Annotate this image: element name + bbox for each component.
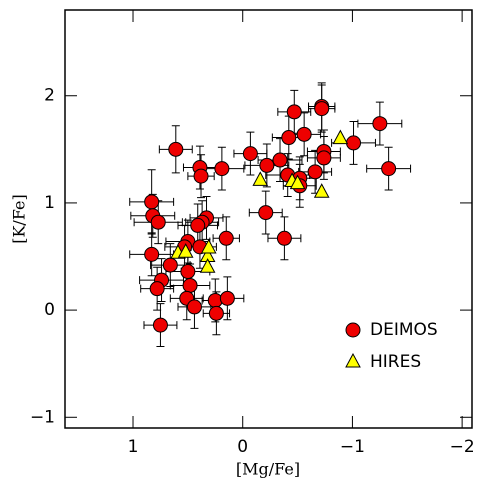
circle-marker [272,152,288,168]
triangle-marker [177,243,194,258]
circle-marker [168,141,184,157]
circle-marker [150,214,166,230]
legend-marker [345,322,361,338]
circle-marker [193,168,209,184]
circle-marker [316,150,332,166]
circle-marker [144,194,160,210]
circle-marker [259,157,275,173]
circle-marker [219,290,235,306]
circle-marker [372,116,388,132]
circle-marker [218,230,234,246]
circle-marker [208,305,224,321]
circle-marker [144,246,160,262]
x-tick-label: −1 [340,437,365,457]
circle-marker [314,101,330,117]
circle-marker [180,264,196,280]
circle-marker [307,164,323,180]
legend-label: HIRES [370,352,421,372]
triangle-marker [252,171,269,186]
triangle-marker [200,238,217,254]
x-tick-label: −2 [450,437,475,457]
legend-label: DEIMOS [370,320,438,340]
y-tick-label: 2 [44,86,55,106]
triangle-marker [332,129,349,145]
circle-marker [149,281,165,297]
circle-marker [182,277,198,293]
y-tick-label: −1 [30,407,55,427]
plot-frame [64,9,473,429]
circle-marker [214,161,230,177]
legend-marker [345,352,361,368]
x-tick-label: 1 [128,437,139,457]
y-tick-label: 0 [44,300,55,320]
y-axis-label: [K/Fe] [10,194,29,244]
circle-marker [281,130,297,146]
circle-marker [162,257,178,273]
y-tick-label: 1 [44,193,55,213]
triangle-marker [289,174,306,190]
circle-marker [381,161,397,177]
circle-marker [190,217,206,233]
circle-marker [258,205,274,221]
x-axis-label: [Mg/Fe] [236,460,300,479]
circle-marker [242,146,258,162]
circle-marker [186,299,202,315]
x-tick-label: 0 [237,437,248,457]
circle-marker [276,230,292,246]
circle-marker [346,135,362,151]
circle-marker [286,104,302,120]
circle-marker [152,317,168,333]
triangle-marker [199,258,216,273]
triangle-marker [313,183,330,198]
circle-marker [296,126,312,142]
